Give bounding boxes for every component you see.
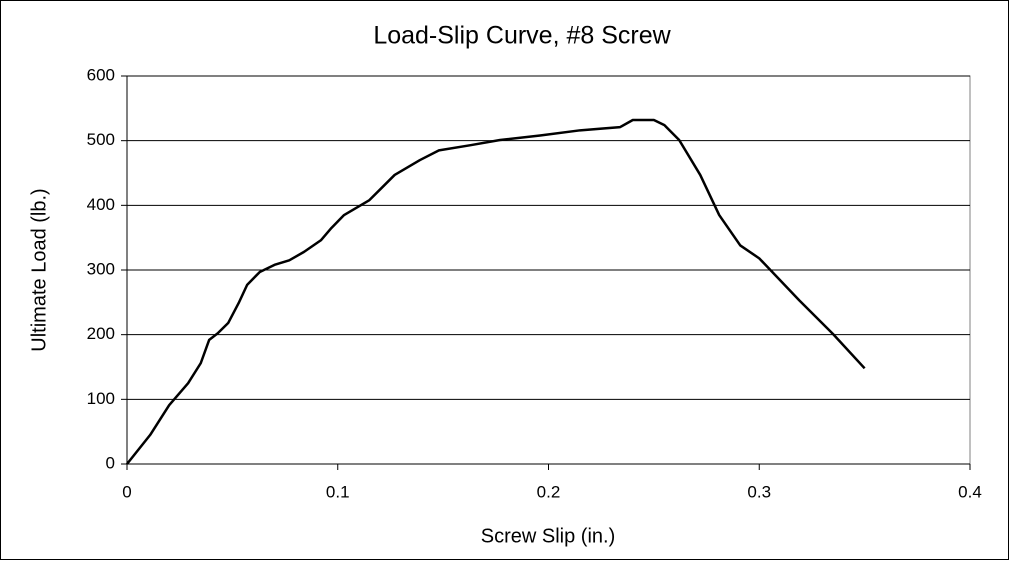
data-line <box>126 118 866 465</box>
x-tick-label: 0.3 <box>747 482 771 501</box>
y-tick-label: 100 <box>87 389 115 408</box>
x-tick-label: 0.1 <box>326 482 350 501</box>
y-tick-label: 600 <box>87 65 115 84</box>
x-axis-label: Screw Slip (in.) <box>481 525 615 547</box>
y-tick-label: 300 <box>87 259 115 278</box>
y-tick-label: 200 <box>87 324 115 343</box>
y-axis-label: Ultimate Load (lb.) <box>28 188 50 351</box>
x-tick-label: 0.4 <box>958 482 982 501</box>
x-tick-label: 0.2 <box>537 482 561 501</box>
chart-title: Load-Slip Curve, #8 Screw <box>373 22 671 50</box>
y-tick-label: 0 <box>106 453 115 472</box>
y-tick-label: 400 <box>87 195 115 214</box>
y-tick-label: 500 <box>87 130 115 149</box>
x-tick-label: 0 <box>122 482 131 501</box>
